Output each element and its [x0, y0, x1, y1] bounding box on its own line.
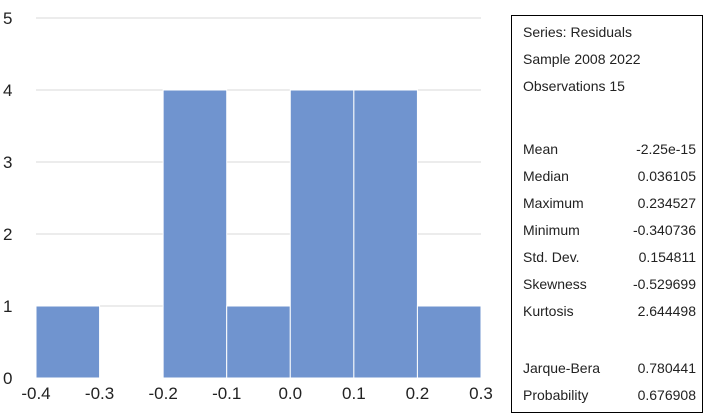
histogram-bar	[353, 89, 418, 379]
sample-range: Sample 2008 2022	[523, 51, 641, 67]
std-dev-value: 0.154811	[638, 249, 696, 265]
descriptive-statistics-panel: Series: Residuals Sample 2008 2022 Obser…	[511, 15, 703, 413]
x-axis-ticks: -0.4 -0.3 -0.2 -0.1 0.0 0.1 0.2 0.3	[21, 384, 492, 403]
histogram-bar	[226, 305, 291, 379]
histogram-bars	[35, 89, 482, 379]
probability-label: Probability	[523, 387, 589, 403]
series-name: Series: Residuals	[523, 24, 632, 40]
skewness-label: Skewness	[523, 276, 587, 292]
maximum-label: Maximum	[523, 195, 584, 211]
y-tick-label: 2	[3, 225, 12, 244]
jarque-bera-label: Jarque-Bera	[523, 360, 601, 376]
y-tick-label: 0	[3, 369, 12, 388]
y-tick-label: 5	[3, 9, 12, 28]
kurtosis-value: 2.644498	[637, 303, 696, 319]
mean-label: Mean	[523, 141, 559, 157]
jarque-bera-value: 0.780441	[637, 360, 696, 376]
y-tick-label: 3	[3, 153, 12, 172]
histogram-chart: 0 1 2 3 4 5 -0.4 -0.3 -0.2 -0.1 0.0 0.1 0.2 0.3	[3, 9, 493, 403]
mean-value: -2.25e-15	[636, 141, 696, 157]
median-value: 0.036105	[637, 168, 696, 184]
histogram-bar	[35, 305, 101, 379]
histogram-bar	[289, 89, 355, 379]
histogram-bar	[162, 89, 228, 379]
x-tick-label: 0.3	[469, 384, 493, 403]
skewness-value: -0.529699	[632, 276, 696, 292]
x-tick-label: 0.2	[406, 384, 430, 403]
x-tick-label: -0.2	[148, 384, 177, 403]
x-tick-label: -0.3	[85, 384, 114, 403]
probability-value: 0.676908	[637, 387, 696, 403]
maximum-value: 0.234527	[637, 195, 696, 211]
y-axis-ticks: 0 1 2 3 4 5	[3, 9, 12, 388]
x-tick-label: 0.1	[342, 384, 366, 403]
x-tick-label: 0.0	[278, 384, 302, 403]
y-tick-label: 1	[3, 297, 12, 316]
x-tick-label: -0.1	[212, 384, 241, 403]
minimum-value: -0.340736	[632, 222, 696, 238]
std-dev-label: Std. Dev.	[523, 249, 580, 265]
minimum-label: Minimum	[523, 222, 580, 238]
kurtosis-label: Kurtosis	[523, 303, 574, 319]
x-tick-label: -0.4	[21, 384, 50, 403]
y-tick-label: 4	[3, 81, 12, 100]
observations-count: Observations 15	[523, 78, 625, 94]
histogram-bar	[416, 305, 482, 379]
median-label: Median	[523, 168, 569, 184]
